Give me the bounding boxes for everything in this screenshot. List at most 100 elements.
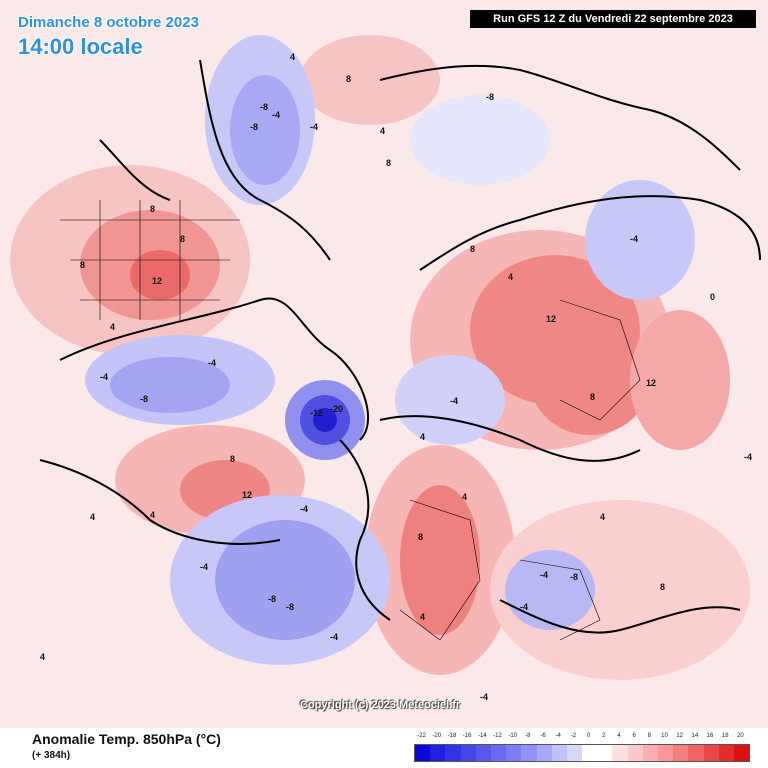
scale-tick-label: 14	[691, 733, 699, 739]
svg-text:-8: -8	[268, 594, 276, 604]
coastlines	[39, 59, 761, 634]
cold-anomaly-areas	[85, 35, 695, 665]
scale-swatch	[688, 745, 704, 761]
scale-tick-label: -2	[570, 733, 577, 739]
scale-tick-label: 0	[586, 733, 591, 739]
scale-tick-label: 16	[706, 733, 714, 739]
svg-text:-4: -4	[200, 562, 208, 572]
contour-labels: 12 8 8 8 4 -4 -8 -8 -4 4 8 4 -4 -8 -4 -1…	[40, 52, 752, 702]
forecast-date: Dimanche 8 octobre 2023	[18, 14, 199, 31]
svg-text:-4: -4	[272, 110, 280, 120]
scale-swatch	[612, 745, 628, 761]
scale-tick-label: 10	[661, 733, 668, 739]
scale-swatch	[475, 745, 491, 761]
scale-tick-label: 12	[676, 733, 684, 739]
scale-tick-label: 2	[602, 733, 606, 739]
color-scale	[414, 744, 750, 762]
scale-swatch	[566, 745, 583, 761]
scale-tick-label: -20	[432, 733, 442, 739]
scale-tick-label: -10	[508, 733, 518, 739]
svg-text:4: 4	[40, 652, 45, 662]
legend-subtitle: (+ 384h)	[32, 750, 71, 761]
scale-swatch	[415, 745, 431, 761]
svg-text:-4: -4	[330, 632, 338, 642]
svg-text:4: 4	[290, 52, 295, 62]
svg-text:8: 8	[230, 454, 235, 464]
svg-text:8: 8	[180, 234, 185, 244]
scale-swatch	[642, 745, 658, 761]
svg-text:-8: -8	[486, 92, 494, 102]
svg-text:-8: -8	[260, 102, 268, 112]
svg-text:8: 8	[346, 74, 351, 84]
svg-text:-4: -4	[300, 504, 308, 514]
svg-text:-4: -4	[208, 358, 216, 368]
copyright-watermark: Copyright (c) 2023 Meteociel.fr	[300, 699, 461, 711]
svg-text:-4: -4	[310, 122, 318, 132]
svg-text:4: 4	[110, 322, 115, 332]
svg-text:-8: -8	[286, 602, 294, 612]
scale-swatch	[521, 745, 537, 761]
temperature-anomaly-map: 12 8 8 8 4 -4 -8 -8 -4 4 8 4 -4 -8 -4 -1…	[0, 0, 768, 728]
scale-swatch	[430, 745, 446, 761]
svg-text:8: 8	[80, 260, 85, 270]
scale-tick-label: -8	[525, 733, 531, 739]
scale-tick-label: 20	[737, 733, 744, 739]
svg-text:8: 8	[418, 532, 423, 542]
scale-tick-label: -6	[540, 733, 546, 739]
scale-swatch	[582, 745, 598, 761]
forecast-time: 14:00 locale	[18, 34, 143, 59]
scale-tick-label: -16	[462, 733, 472, 739]
scale-tick-label: -14	[477, 733, 487, 739]
svg-text:-4: -4	[630, 234, 638, 244]
svg-text:-8: -8	[250, 122, 258, 132]
scale-swatch	[445, 745, 461, 761]
scale-swatch	[703, 745, 719, 761]
svg-text:4: 4	[150, 510, 155, 520]
legend-title: Anomalie Temp. 850hPa (°C)	[32, 731, 221, 747]
svg-text:-4: -4	[450, 396, 458, 406]
scale-tick-label: -22	[417, 733, 426, 739]
svg-text:-4: -4	[744, 452, 752, 462]
scale-swatch	[597, 745, 613, 761]
svg-text:-4: -4	[540, 570, 548, 580]
scale-swatch	[658, 745, 674, 761]
legend-area: Anomalie Temp. 850hPa (°C) (+ 384h) -22-…	[0, 728, 768, 768]
svg-text:4: 4	[600, 512, 605, 522]
svg-text:12: 12	[646, 378, 656, 388]
scale-swatch	[718, 745, 734, 761]
scale-swatch	[673, 745, 689, 761]
svg-text:-12: -12	[310, 408, 323, 418]
svg-text:8: 8	[150, 204, 155, 214]
scale-swatch	[551, 745, 567, 761]
scale-tick-label: 6	[632, 733, 636, 739]
scale-tick-label: -4	[555, 733, 561, 739]
svg-text:-8: -8	[140, 394, 148, 404]
svg-text:-20: -20	[330, 404, 343, 414]
svg-text:-4: -4	[520, 602, 528, 612]
svg-text:8: 8	[386, 158, 391, 168]
svg-text:-4: -4	[100, 372, 108, 382]
scale-tick-label: 8	[647, 733, 651, 739]
svg-text:-8: -8	[570, 572, 578, 582]
svg-text:12: 12	[152, 276, 162, 286]
color-scale-ticks: -22 -20 -18 -16 -14 -12 -10 -8 -6 -4 -2 0 2 4 6 8 10 12 14…	[414, 733, 748, 743]
svg-text:4: 4	[508, 272, 513, 282]
scale-tick-label: -18	[447, 733, 457, 739]
svg-text:12: 12	[546, 314, 556, 324]
svg-text:4: 4	[420, 612, 425, 622]
svg-text:-4: -4	[480, 692, 488, 702]
scale-tick-label: 18	[721, 733, 729, 739]
svg-text:12: 12	[242, 490, 252, 500]
scale-swatch	[460, 745, 476, 761]
scale-swatch	[490, 745, 507, 761]
svg-text:4: 4	[462, 492, 467, 502]
scale-swatch	[627, 745, 643, 761]
svg-text:8: 8	[470, 244, 475, 254]
svg-text:4: 4	[90, 512, 95, 522]
scale-swatch	[506, 745, 522, 761]
svg-text:4: 4	[380, 126, 385, 136]
run-info: Run GFS 12 Z du Vendredi 22 septembre 20…	[470, 10, 756, 28]
borders	[60, 200, 641, 641]
scale-tick-label: -12	[493, 733, 502, 739]
svg-text:8: 8	[660, 582, 665, 592]
